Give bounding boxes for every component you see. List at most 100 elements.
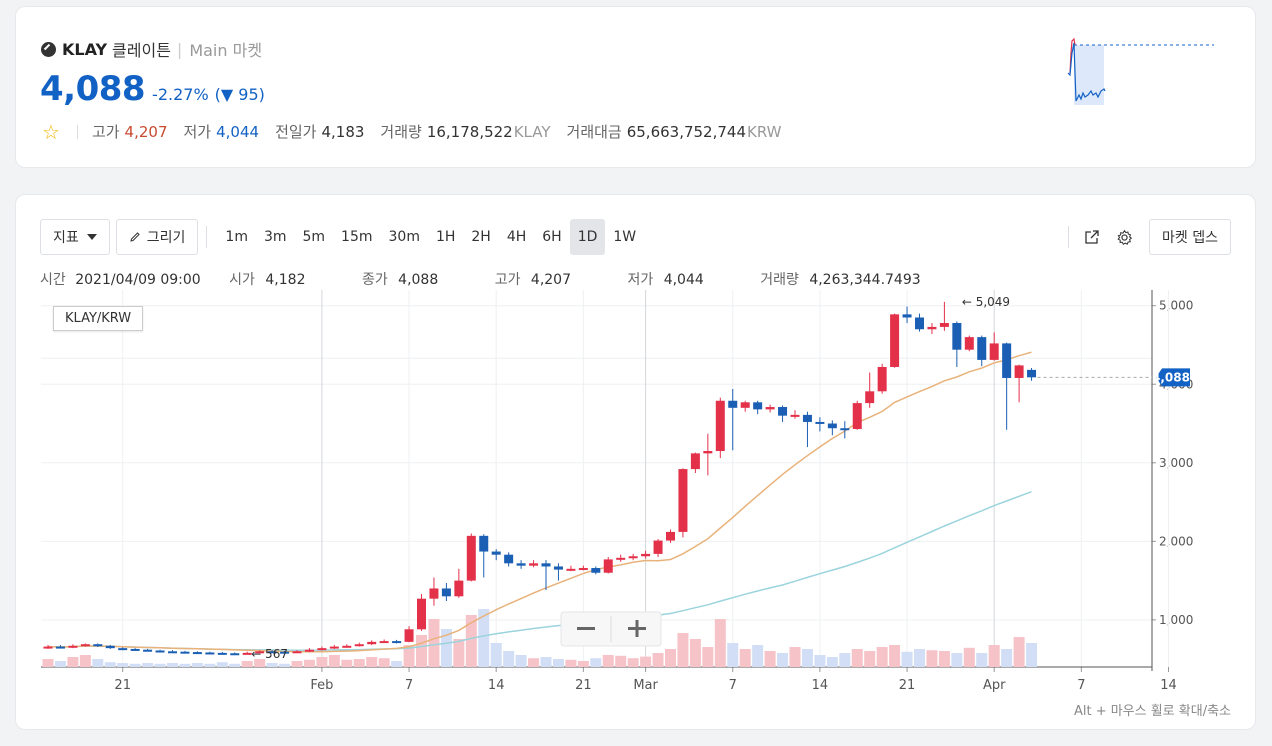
market-depth-button[interactable]: 마켓 뎁스 — [1149, 219, 1231, 255]
volume-bar — [254, 659, 266, 667]
candle-body — [130, 648, 140, 651]
volume-bar — [104, 662, 116, 667]
timeframe-1D[interactable]: 1D — [569, 219, 606, 255]
indicator-dropdown[interactable]: 지표 — [40, 219, 110, 255]
candle-body — [329, 646, 339, 649]
trade-amount-unit: KRW — [747, 122, 782, 141]
volume-bar — [416, 635, 427, 667]
candle-body — [603, 559, 613, 573]
volume-bar — [652, 653, 664, 667]
draw-button[interactable]: 그리기 — [115, 219, 199, 255]
timeframe-1H[interactable]: 1H — [435, 229, 456, 245]
candle-body — [902, 314, 912, 318]
candle-body — [280, 651, 290, 654]
candle-body — [168, 651, 177, 654]
y-tick-label: 2,000 — [1159, 534, 1193, 548]
change-amount: (▼ 95) — [214, 85, 265, 104]
candle-body — [666, 531, 675, 541]
y-tick-label: 3,000 — [1159, 456, 1193, 470]
candle-body — [1014, 365, 1024, 378]
candle-body — [964, 337, 974, 350]
trade-amount-label: 거래대금 — [566, 123, 622, 141]
timeframe-6H[interactable]: 6H — [542, 229, 562, 245]
ohlc-volume-value: 4,263,344.7493 — [809, 272, 921, 288]
popout-icon[interactable] — [1079, 224, 1105, 250]
candle-body — [504, 554, 514, 564]
volume-bar — [528, 658, 540, 667]
title-separator: | — [176, 39, 183, 59]
gear-icon[interactable] — [1111, 224, 1137, 250]
timeframe-5m[interactable]: 5m — [302, 229, 326, 245]
candle-body — [653, 540, 663, 554]
candle-body — [802, 414, 812, 422]
volume-bar — [764, 651, 776, 667]
ohlc-high-value: 4,207 — [530, 272, 572, 288]
volume-bar — [777, 653, 789, 667]
volume-bar — [739, 649, 751, 667]
close-value: 4,088 — [398, 272, 439, 288]
candle-body — [417, 598, 426, 630]
trade-amount-value: 65,663,752,744 — [626, 122, 747, 141]
candle-body — [267, 651, 277, 654]
market-depth-label: 마켓 뎁스 — [1162, 230, 1218, 246]
candle-body — [628, 556, 638, 559]
volume-bar — [478, 609, 490, 667]
candle-body — [1027, 369, 1037, 378]
timeframe-15m[interactable]: 15m — [341, 229, 373, 245]
volume-bar — [552, 659, 564, 667]
volume-value: 16,178,522 — [426, 122, 513, 141]
timeframe-2H[interactable]: 2H — [471, 229, 491, 245]
volume-bar — [540, 657, 552, 667]
volume-bar — [851, 649, 863, 667]
volume-bar — [154, 663, 166, 667]
volume-bar — [963, 647, 975, 667]
volume-bar — [328, 655, 340, 667]
open-value: 4,182 — [265, 272, 306, 288]
candle-body — [292, 651, 302, 654]
zoom-out-icon[interactable] — [577, 627, 595, 630]
favorite-star-icon[interactable]: ☆ — [42, 119, 60, 144]
volume-bar — [465, 615, 477, 667]
candle-body — [55, 646, 65, 649]
y-tick-label: 1,000 — [1159, 613, 1193, 627]
volume-bar — [216, 662, 228, 667]
timeframe-3m[interactable]: 3m — [263, 229, 287, 245]
volume-bar — [752, 645, 764, 667]
timeframe-4H[interactable]: 4H — [506, 229, 527, 245]
candle-body — [703, 451, 713, 454]
candle-body — [790, 414, 800, 417]
volume-bar — [864, 651, 876, 667]
volume-bar — [291, 661, 303, 667]
x-tick-label: Apr — [983, 678, 1006, 693]
timeframe-30m[interactable]: 30m — [388, 229, 420, 245]
candle-body — [753, 402, 763, 410]
volume-bar — [627, 658, 639, 667]
candle-body — [43, 646, 53, 649]
candle-body — [230, 653, 240, 656]
volume-bar — [789, 647, 801, 667]
ohlc-volume-label: 거래량 — [760, 272, 799, 288]
candle-body — [217, 652, 227, 655]
candle-body — [827, 423, 837, 429]
volume-bar — [67, 657, 79, 667]
volume-bar — [341, 659, 353, 667]
candle-body — [93, 644, 103, 647]
candle-body — [890, 314, 900, 367]
candle-body — [317, 648, 327, 651]
toolbar-right: 마켓 뎁스 — [1068, 219, 1231, 255]
pencil-icon — [130, 232, 140, 242]
x-tick-label: 21 — [575, 678, 592, 693]
volume-bar — [191, 663, 203, 667]
volume-bar — [801, 649, 813, 667]
timeframe-1W[interactable]: 1W — [613, 229, 637, 245]
timeframe-1m[interactable]: 1m — [225, 229, 248, 245]
x-tick-label: 21 — [114, 678, 131, 693]
mini-sparkline-chart — [1067, 37, 1214, 105]
x-tick-label: 7 — [1077, 678, 1085, 693]
volume-bar — [279, 663, 291, 667]
low-value: 4,044 — [216, 122, 260, 141]
prev-close-value: 4,183 — [321, 122, 365, 141]
volume-bar — [129, 663, 141, 667]
x-tick-label: 14 — [488, 678, 505, 693]
price-chart[interactable]: 1,0002,0003,0004,0005,00021Feb71421Mar71… — [16, 195, 1257, 731]
